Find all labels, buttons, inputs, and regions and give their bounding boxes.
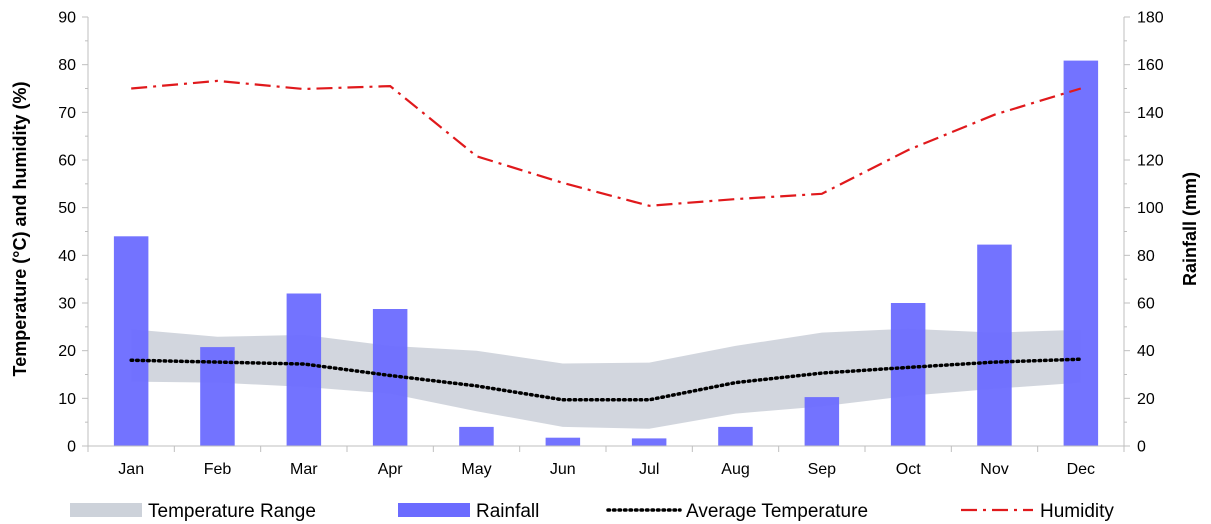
x-tick-label-dec: Dec — [1067, 461, 1095, 478]
temperature-range-band — [131, 328, 1081, 429]
legend-label-temperature-range: Temperature Range — [148, 501, 316, 522]
y-right-tick-label: 160 — [1137, 57, 1164, 74]
legend-label-humidity: Humidity — [1040, 501, 1114, 522]
y-left-tick-label: 60 — [58, 153, 76, 170]
legend-label-rainfall: Rainfall — [476, 501, 539, 522]
y-right-tick-label: 100 — [1137, 200, 1164, 217]
y-right-tick-label: 140 — [1137, 105, 1164, 122]
x-tick-label-jul: Jul — [639, 461, 659, 478]
x-tick-label-apr: Apr — [378, 461, 404, 478]
y-right-axis-title: Rainfall (mm) — [1180, 172, 1200, 286]
rainfall-bar-aug — [718, 426, 753, 446]
y-left-tick-label: 80 — [58, 57, 76, 74]
x-tick-label-mar: Mar — [290, 461, 318, 478]
y-left-tick-label: 0 — [67, 439, 76, 456]
rainfall-bar-dec — [1063, 60, 1099, 446]
rainfall-bar-may — [459, 426, 494, 446]
y-left-tick-label: 30 — [58, 296, 76, 313]
rainfall-bar-jan — [113, 236, 149, 446]
x-tick-label-jun: Jun — [550, 461, 576, 478]
y-left-tick-label: 70 — [58, 105, 76, 122]
x-tick-label-nov: Nov — [980, 461, 1008, 478]
rainfall-bar-oct — [890, 303, 926, 446]
legend-label-average-temperature: Average Temperature — [686, 501, 868, 522]
y-right-tick-label: 40 — [1137, 343, 1155, 360]
rainfall-bar-sep — [804, 397, 840, 446]
rainfall-bar-jul — [631, 438, 667, 446]
lines-group — [129, 79, 1083, 402]
legend-swatch-temperature-range — [70, 503, 142, 517]
y-right-tick-label: 0 — [1137, 439, 1146, 456]
legend-swatch-rainfall — [398, 503, 470, 517]
average-temperature-line — [129, 357, 1083, 402]
y-left-tick-label: 10 — [58, 391, 76, 408]
y-left-tick-label: 40 — [58, 248, 76, 265]
axes-group: 0 10 20 30 40 50 60 70 80 90 0 20 40 60 80 100 120 140 160… — [58, 10, 1164, 479]
y-right-tick-label: 60 — [1137, 296, 1155, 313]
x-tick-label-feb: Feb — [204, 461, 232, 478]
x-tick-label-aug: Aug — [721, 461, 749, 478]
y-left-tick-label: 50 — [58, 200, 76, 217]
x-tick-label-sep: Sep — [808, 461, 837, 478]
rainfall-bar-mar — [286, 293, 322, 446]
y-left-axis-title: Temperature (°C) and humidity (%) — [10, 82, 30, 377]
x-tick-label-may: May — [461, 461, 491, 478]
legend: Temperature Range Rainfall Average Tempe… — [70, 501, 1114, 522]
y-left-tick-label: 20 — [58, 343, 76, 360]
temperature-range-band-group — [131, 328, 1081, 429]
y-left-tick-label: 90 — [58, 10, 76, 27]
x-tick-label-oct: Oct — [896, 461, 921, 478]
rainfall-bar-jun — [545, 437, 581, 446]
y-right-tick-label: 180 — [1137, 10, 1164, 27]
y-right-tick-label: 80 — [1137, 248, 1155, 265]
y-right-tick-label: 120 — [1137, 153, 1164, 170]
humidity-line — [131, 79, 1082, 207]
y-right-tick-label: 20 — [1137, 391, 1155, 408]
x-tick-label-jan: Jan — [118, 461, 144, 478]
rainfall-bar-nov — [977, 244, 1012, 446]
